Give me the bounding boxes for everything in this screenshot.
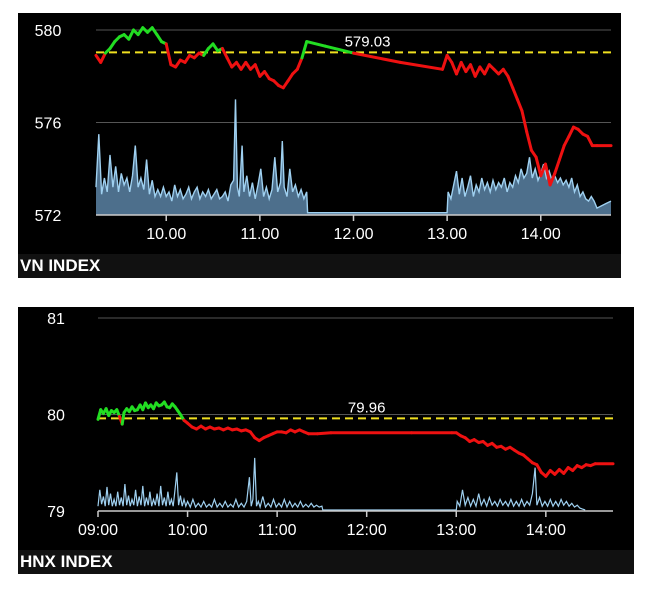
- vn-price-segment: [441, 53, 449, 71]
- hnx-ytick-label: 79: [47, 504, 65, 521]
- vn-price-segment: [455, 60, 463, 76]
- vn-price-segment: [323, 44, 355, 55]
- vn-price-segment: [127, 28, 135, 41]
- vn-price-segment: [225, 56, 234, 69]
- vn-price-segment: [511, 86, 519, 101]
- vn-index-plot: 572 576 580 10.00 11.00 12.00 13.00 14.00 579.03: [35, 23, 613, 243]
- vn-price-segment: [99, 51, 107, 64]
- vn-price-segment: [300, 40, 309, 60]
- vn-price-segment: [586, 134, 594, 148]
- hnx-price-segment: [120, 411, 126, 426]
- vn-price-segment: [553, 158, 561, 175]
- vn-xtick-label: 12.00: [333, 226, 373, 243]
- vn-price-segment: [567, 125, 575, 138]
- vn-price-segment: [525, 130, 533, 152]
- vn-xtick-label: 14.00: [521, 226, 561, 243]
- vn-price-segment: [398, 60, 444, 71]
- vn-ytick-label: 576: [35, 116, 62, 133]
- vn-price-segment: [253, 63, 262, 78]
- vn-price-segment: [562, 134, 571, 148]
- hnx-ytick-label: 80: [47, 408, 65, 425]
- vn-reference-label: 579.03: [345, 33, 391, 50]
- vn-xtick-label: 13.00: [427, 226, 467, 243]
- vn-price-segment: [352, 51, 402, 64]
- vn-price-segment: [164, 42, 173, 67]
- hnx-xtick-label: 09:00: [78, 522, 118, 539]
- vn-price-segment: [220, 47, 229, 60]
- vn-price-line: [94, 26, 613, 187]
- vn-price-segment: [295, 56, 304, 71]
- vn-price-segment: [473, 65, 482, 78]
- hnx-price-line: [96, 400, 615, 478]
- hnx-xtick-label: 12:00: [347, 522, 387, 539]
- vn-xtick-label: 11.00: [240, 226, 279, 243]
- hnx-price-segment: [315, 431, 333, 436]
- hnx-xtick-label: 13:00: [436, 522, 476, 539]
- vn-price-segment: [506, 74, 515, 90]
- vn-price-segment: [548, 171, 557, 187]
- vn-price-segment: [520, 109, 529, 134]
- hnx-volume-line: [97, 457, 586, 511]
- vn-price-segment: [534, 155, 543, 178]
- vn-volume-area: [96, 99, 611, 215]
- vn-xtick-label: 10.00: [146, 226, 186, 243]
- vn-index-chart: 572 576 580 10.00 11.00 12.00 13.00 14.00 579.03…: [18, 13, 621, 278]
- hnx-xtick-label: 14:00: [526, 522, 566, 539]
- hnx-reference-label: 79.96: [348, 399, 386, 416]
- vn-price-segment: [515, 97, 524, 113]
- vn-ytick-label: 572: [35, 208, 62, 225]
- hnx-xtick-label: 11:00: [258, 522, 297, 539]
- vn-price-segment: [305, 40, 327, 48]
- vn-price-segment: [558, 144, 566, 161]
- hnx-index-chart: 79 80 81 09:00 10:00 11:00 12:00 13:00 14:00 79.9…: [18, 307, 634, 574]
- vn-price-segment: [459, 60, 468, 74]
- vn-index-title: VN INDEX: [18, 254, 621, 278]
- vn-price-segment: [544, 162, 552, 187]
- hnx-index-title: HNX INDEX: [18, 550, 634, 574]
- vn-ytick-label: 580: [35, 23, 62, 40]
- hnx-xtick-label: 10:00: [168, 522, 208, 539]
- hnx-ytick-label: 81: [47, 311, 65, 328]
- vn-price-segment: [483, 63, 491, 76]
- vn-price-segment: [469, 63, 477, 78]
- hnx-index-plot: 79 80 81 09:00 10:00 11:00 12:00 13:00 14:00 79.9…: [47, 311, 615, 539]
